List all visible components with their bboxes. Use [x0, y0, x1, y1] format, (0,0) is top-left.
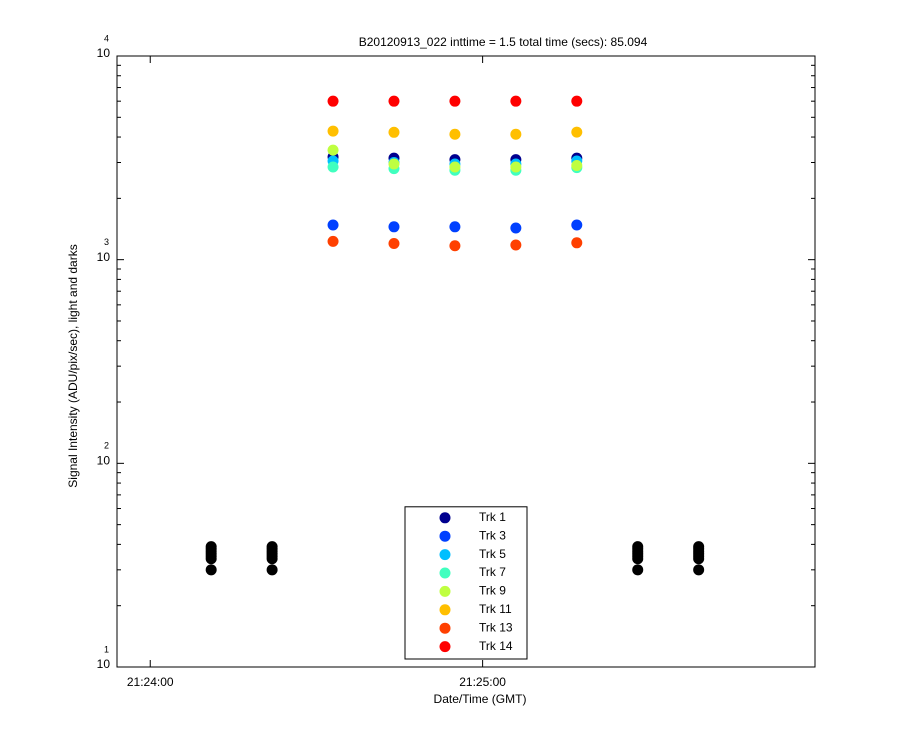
legend-label: Trk 9	[479, 584, 506, 598]
legend-marker	[439, 604, 451, 616]
data-point	[449, 161, 461, 173]
data-point	[327, 235, 339, 247]
data-point	[388, 158, 400, 170]
legend-marker	[439, 549, 451, 561]
data-point	[571, 95, 583, 107]
data-point	[510, 239, 522, 251]
y-tick-exponent: 3	[104, 237, 109, 247]
y-tick-exponent: 1	[104, 644, 109, 654]
legend-label: Trk 7	[479, 565, 506, 579]
data-point	[571, 219, 583, 231]
y-tick-label: 10	[97, 657, 111, 671]
data-point	[449, 221, 461, 233]
y-tick-label: 10	[97, 454, 111, 468]
x-tick-label: 21:24:00	[127, 675, 174, 689]
data-point	[693, 564, 705, 576]
data-point	[388, 221, 400, 233]
legend-marker	[439, 512, 451, 524]
data-point	[571, 159, 583, 171]
legend-marker	[439, 622, 451, 634]
data-point	[693, 541, 705, 553]
data-point	[510, 95, 522, 107]
data-point	[449, 128, 461, 140]
data-point	[205, 541, 217, 553]
data-point	[571, 126, 583, 138]
data-point	[327, 125, 339, 137]
x-axis-label: Date/Time (GMT)	[434, 692, 527, 706]
data-point	[327, 161, 339, 173]
legend-label: Trk 14	[479, 639, 513, 653]
data-point	[449, 95, 461, 107]
data-point	[205, 564, 217, 576]
data-point	[571, 237, 583, 249]
data-point	[510, 161, 522, 173]
legend-marker	[439, 641, 451, 653]
data-point	[388, 238, 400, 250]
y-tick-label: 10	[97, 46, 111, 60]
legend-marker	[439, 585, 451, 597]
y-axis-label: Signal Intensity (ADU/pix/sec), light an…	[66, 244, 80, 487]
data-point	[266, 541, 278, 553]
data-point	[327, 144, 339, 156]
y-tick-exponent: 4	[104, 33, 109, 43]
data-point	[510, 128, 522, 140]
legend-label: Trk 3	[479, 528, 506, 542]
x-tick-label: 21:25:00	[459, 675, 506, 689]
legend-label: Trk 11	[479, 602, 512, 616]
data-point	[388, 95, 400, 107]
data-point	[388, 126, 400, 138]
legend-box	[404, 506, 528, 660]
data-point	[327, 219, 339, 231]
data-point	[327, 95, 339, 107]
data-point	[632, 541, 644, 553]
data-point	[632, 564, 644, 576]
legend-marker	[439, 567, 451, 579]
legend-marker	[439, 530, 451, 542]
legend-label: Trk 13	[479, 620, 513, 634]
legend-label: Trk 5	[479, 547, 506, 561]
data-point	[449, 240, 461, 252]
y-tick-label: 10	[97, 250, 111, 264]
y-tick-exponent: 2	[104, 441, 109, 451]
chart-title: B20120913_022 inttime = 1.5 total time (…	[359, 35, 648, 49]
legend-label: Trk 1	[479, 510, 506, 524]
data-point	[510, 222, 522, 234]
data-point	[266, 564, 278, 576]
